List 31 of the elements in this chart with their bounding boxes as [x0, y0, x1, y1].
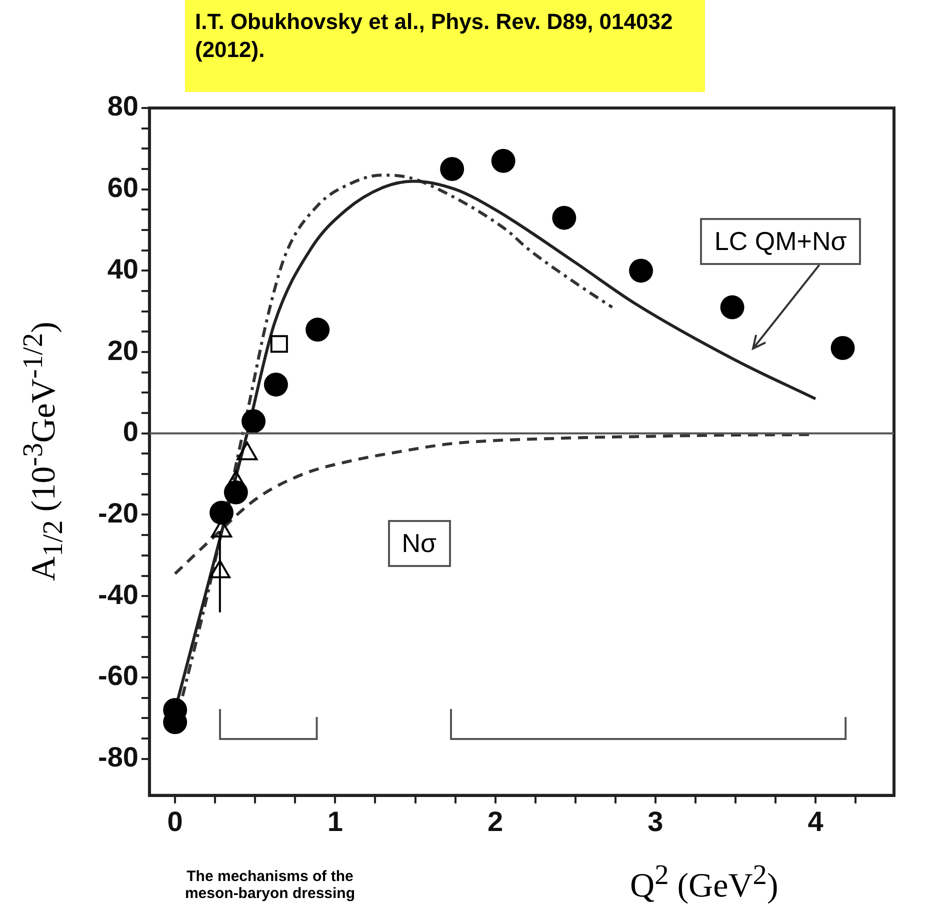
point — [440, 157, 464, 182]
x-tick-label: 1 — [327, 806, 343, 837]
chart-title: I.T. Obukhovsky et al., Phys. Rev. D89, 014032 (2012). — [185, 0, 705, 92]
point — [629, 258, 654, 283]
text: The mechanisms of the meson-baryon dressing — [184, 868, 356, 902]
y-tick-label: -60 — [98, 660, 138, 692]
point — [242, 409, 266, 434]
y-tick-label: 80 — [107, 90, 138, 122]
y-tick-label: -20 — [98, 497, 138, 528]
point — [306, 318, 330, 342]
y-tick-label: 60 — [107, 172, 138, 204]
x-axis-title: Q$^{2}$ (GeV$^{2}$) — [630, 860, 778, 906]
y-tick-label: 20 — [107, 334, 138, 366]
point — [210, 500, 234, 525]
point — [270, 335, 288, 353]
point — [830, 336, 855, 360]
y-tick-label: -80 — [98, 742, 138, 773]
x-tick-label: 3 — [648, 806, 664, 837]
x-tick-label: 0 — [167, 806, 183, 837]
x-tick-label: 4 — [808, 806, 824, 837]
annotation: Nσ — [388, 520, 451, 568]
point — [224, 480, 248, 504]
y-tick-label: 0 — [122, 416, 138, 448]
x-tick-label: 2 — [488, 806, 504, 837]
y-tick-label: 40 — [107, 253, 138, 284]
y-tick-label: -40 — [98, 578, 138, 610]
point — [552, 206, 576, 230]
annotation: LC QM+Nσ — [700, 218, 861, 265]
point — [491, 148, 516, 173]
point — [720, 295, 744, 320]
point — [264, 372, 288, 397]
